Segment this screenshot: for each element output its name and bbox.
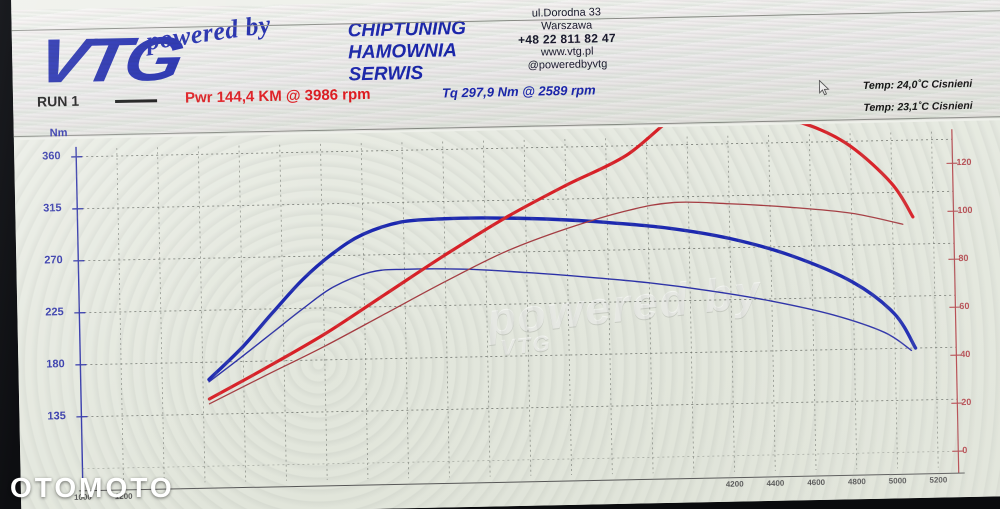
y2-tick-0: 0 bbox=[962, 445, 968, 456]
y2-tick-20: 20 bbox=[961, 396, 972, 408]
y-tick-270: 270 bbox=[44, 254, 63, 267]
y-axis-unit-label: Nm bbox=[49, 127, 68, 140]
y-tick-225: 225 bbox=[45, 306, 64, 319]
y-tick-135: 135 bbox=[47, 410, 66, 423]
x-tick-4800: 4800 bbox=[847, 477, 866, 487]
y-tick-360: 360 bbox=[42, 150, 61, 163]
y-tick-180: 180 bbox=[46, 358, 65, 371]
curve-run-1-torque-mod- bbox=[207, 216, 918, 382]
y2-tick-120: 120 bbox=[956, 156, 972, 168]
x-tick-4400: 4400 bbox=[766, 478, 785, 489]
contact-block: ul.Dorodna 33 Warszawa +48 22 811 82 47 … bbox=[481, 5, 652, 73]
axis-lines bbox=[71, 129, 965, 492]
run-1-torque-readout: Tq 297,9 Nm @ 2589 rpm bbox=[441, 82, 596, 101]
x-tick-4200: 4200 bbox=[725, 479, 744, 489]
mouse-cursor-icon bbox=[818, 79, 830, 96]
x-tick-5200: 5200 bbox=[929, 475, 948, 485]
run-2-temperature: Temp: 23,1˚C Cisnieni bbox=[863, 99, 973, 115]
y2-tick-100: 100 bbox=[957, 204, 973, 216]
y2-tick-60: 60 bbox=[959, 300, 970, 312]
ambient-conditions-block: Temp: 24,0˚C Cisnieni Temp: 23,1˚C Cisni… bbox=[863, 72, 1000, 119]
curve-run-1-power-mod- bbox=[207, 119, 915, 401]
vtg-wordmark: VTG bbox=[31, 24, 186, 97]
y2-tick-40: 40 bbox=[960, 348, 971, 360]
dyno-software-screen: powered by VTG CHIPTUNING HAMOWNIA SERWI… bbox=[10, 0, 1000, 509]
data-curves bbox=[207, 119, 918, 405]
run-1-label: RUN 1 bbox=[36, 92, 80, 110]
plot-canvas bbox=[71, 119, 965, 492]
contact-social: @poweredbyvtg bbox=[527, 58, 608, 72]
report-header: powered by VTG CHIPTUNING HAMOWNIA SERWI… bbox=[11, 0, 1000, 242]
run-1-line-swatch bbox=[115, 99, 158, 104]
y-tick-315: 315 bbox=[43, 202, 62, 215]
run-1-temperature: Temp: 24,0˚C Cisnieni bbox=[862, 77, 973, 93]
y2-tick-80: 80 bbox=[958, 252, 969, 264]
curve-run-2-torque-seria- bbox=[208, 268, 913, 383]
grid-lines bbox=[75, 131, 959, 485]
run-1-power-readout: Pwr 144,4 KM @ 3986 rpm bbox=[184, 85, 371, 107]
dyno-graph[interactable]: powered by VTG Nm 360 315 270 225 180 135 120 10… bbox=[13, 119, 1000, 509]
otomoto-watermark: OTOMOTO bbox=[10, 472, 175, 503]
curve-run-2-power-seria- bbox=[208, 201, 904, 405]
x-tick-5000: 5000 bbox=[888, 476, 907, 486]
x-tick-4600: 4600 bbox=[807, 477, 826, 488]
